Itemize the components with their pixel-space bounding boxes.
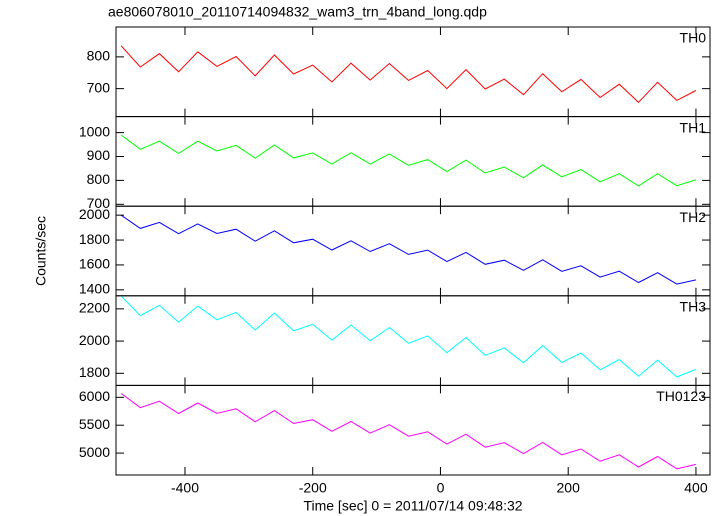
y-tick-label: 800 bbox=[87, 48, 111, 64]
y-tick-label: 900 bbox=[87, 147, 111, 163]
light-curve bbox=[120, 134, 697, 187]
y-tick-label: 1800 bbox=[79, 364, 110, 380]
x-tick-label: -200 bbox=[299, 480, 327, 496]
y-tick-label: 700 bbox=[87, 195, 111, 211]
panel-label: TH3 bbox=[680, 299, 707, 315]
y-tick-label: 6000 bbox=[79, 388, 110, 404]
y-tick-label: 1400 bbox=[79, 281, 110, 297]
x-tick-label: -400 bbox=[171, 480, 199, 496]
x-tick-label: 200 bbox=[557, 480, 581, 496]
light-curve bbox=[120, 214, 697, 285]
y-axis-label: Counts/sec bbox=[33, 216, 49, 286]
panel-label: TH2 bbox=[680, 209, 707, 225]
panel-label: TH1 bbox=[680, 119, 707, 135]
y-tick-label: 2000 bbox=[79, 206, 110, 222]
y-tick-label: 2200 bbox=[79, 300, 110, 316]
y-tick-label: 2000 bbox=[79, 332, 110, 348]
y-tick-label: 5500 bbox=[79, 416, 110, 432]
light-curve bbox=[120, 45, 697, 104]
chart-title: ae806078010_20110714094832_wam3_trn_4ban… bbox=[108, 4, 487, 20]
y-tick-label: 700 bbox=[87, 79, 111, 95]
light-curve bbox=[120, 392, 697, 470]
panel-frame bbox=[115, 116, 711, 207]
y-tick-label: 1600 bbox=[79, 256, 110, 272]
y-tick-label: 1000 bbox=[79, 123, 110, 139]
x-tick-label: 0 bbox=[437, 480, 445, 496]
y-tick-label: 1800 bbox=[79, 231, 110, 247]
panel-frame bbox=[115, 26, 711, 118]
panel-frame bbox=[115, 384, 711, 476]
x-axis-label: Time [sec] 0 = 2011/07/14 09:48:32 bbox=[303, 498, 522, 514]
panel-label: TH0 bbox=[680, 30, 707, 46]
panel-frame bbox=[115, 205, 711, 297]
x-tick-label: 400 bbox=[684, 480, 708, 496]
light-curve bbox=[120, 295, 697, 378]
y-tick-label: 800 bbox=[87, 171, 111, 187]
y-tick-label: 5000 bbox=[79, 444, 110, 460]
panel-frame bbox=[115, 295, 711, 386]
panel-label: TH0123 bbox=[656, 388, 706, 404]
